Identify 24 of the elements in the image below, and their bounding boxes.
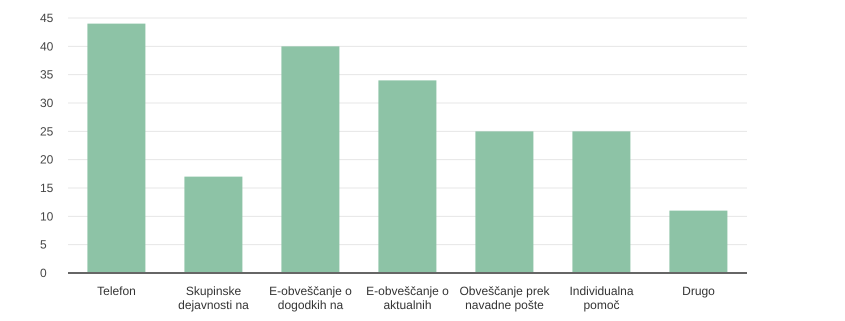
bar <box>378 80 436 273</box>
bar <box>475 131 534 273</box>
x-tick-label: Telefon <box>97 284 136 298</box>
y-tick-label: 5 <box>40 238 47 252</box>
bar <box>669 210 728 273</box>
x-tick-label: Obveščanje prek navadne pošte <box>459 284 551 312</box>
y-tick-label: 15 <box>40 181 54 195</box>
y-tick-label: 30 <box>40 96 54 110</box>
x-tick-label: Individualna pomoč <box>569 284 634 312</box>
y-tick-label: 10 <box>40 209 54 224</box>
bar <box>572 131 630 273</box>
y-tick-label: 45 <box>40 11 54 25</box>
y-tick-label: 25 <box>40 124 54 138</box>
y-tick-label: 0 <box>40 266 47 280</box>
y-tick-label: 40 <box>40 39 54 54</box>
x-tick-label: E-obveščanje o aktualnih <box>366 284 450 312</box>
bar <box>281 46 340 273</box>
x-tick-label: E-obveščanje o dogodkih na <box>269 284 352 312</box>
bar <box>184 176 242 273</box>
bar <box>87 24 146 273</box>
y-tick-label: 20 <box>40 152 54 167</box>
x-tick-label: Drugo <box>682 284 716 298</box>
y-tick-label: 35 <box>40 68 54 82</box>
x-tick-label: Skupinske dejavnosti na <box>178 284 250 312</box>
